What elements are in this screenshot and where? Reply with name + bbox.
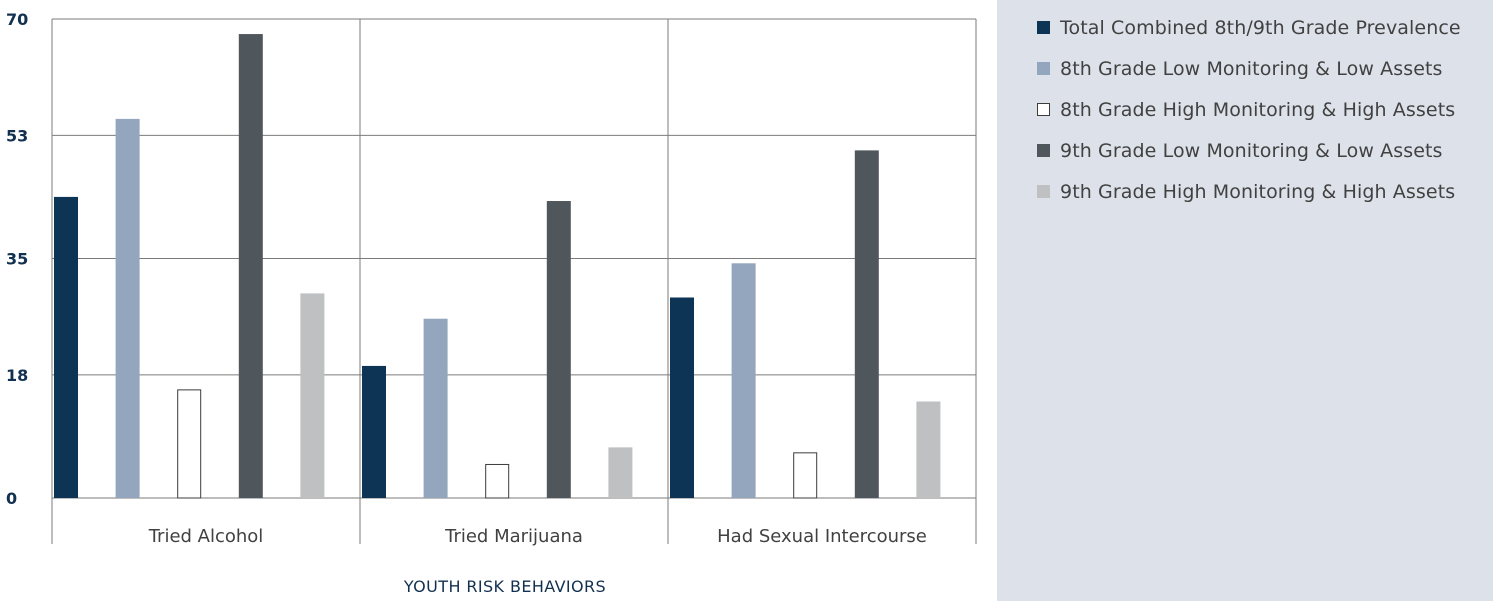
legend-label: 8th Grade Low Monitoring & Low Assets xyxy=(1060,57,1443,80)
bar xyxy=(177,389,202,499)
bar xyxy=(485,463,510,499)
y-tick-label: 35 xyxy=(6,250,28,269)
legend: Total Combined 8th/9th Grade Prevalence 8… xyxy=(1037,17,1461,222)
bar-chart: 0 18 35 53 70 Tried Alcohol Tried Marijuana Had… xyxy=(6,10,977,596)
bar xyxy=(670,297,694,498)
legend-swatch xyxy=(1037,103,1050,116)
bar xyxy=(238,34,263,498)
legend-label: 9th Grade Low Monitoring & Low Assets xyxy=(1060,139,1443,162)
bar xyxy=(793,452,818,499)
legend-item: 9th Grade Low Monitoring & Low Assets xyxy=(1037,139,1461,162)
bars xyxy=(54,34,941,499)
x-axis-title: YOUTH RISK BEHAVIORS xyxy=(403,577,606,596)
grid-lines xyxy=(51,18,977,544)
legend-label: 9th Grade High Monitoring & High Assets xyxy=(1060,180,1456,203)
y-tick-label: 0 xyxy=(6,489,17,508)
bar xyxy=(854,150,879,498)
legend-label: Total Combined 8th/9th Grade Prevalence xyxy=(1060,16,1461,39)
bar xyxy=(362,365,386,498)
y-tick-label: 18 xyxy=(6,366,28,385)
category-label: Tried Alcohol xyxy=(148,526,264,547)
y-tick-label: 53 xyxy=(6,126,28,145)
legend-item: Total Combined 8th/9th Grade Prevalence xyxy=(1037,16,1461,39)
legend-swatch xyxy=(1037,144,1050,157)
y-tick-label: 70 xyxy=(6,10,28,29)
legend-panel: Total Combined 8th/9th Grade Prevalence 8… xyxy=(997,0,1493,601)
category-label: Had Sexual Intercourse xyxy=(717,526,927,547)
bar xyxy=(54,196,78,498)
legend-swatch xyxy=(1037,185,1050,198)
bar xyxy=(731,263,756,498)
bar xyxy=(300,293,325,498)
legend-label: 8th Grade High Monitoring & High Assets xyxy=(1060,98,1456,121)
legend-item: 8th Grade Low Monitoring & Low Assets xyxy=(1037,57,1461,80)
bar xyxy=(546,201,571,498)
bar xyxy=(916,401,941,498)
bar xyxy=(115,118,140,499)
legend-item: 8th Grade High Monitoring & High Assets xyxy=(1037,98,1461,121)
legend-swatch xyxy=(1037,21,1050,34)
legend-item: 9th Grade High Monitoring & High Assets xyxy=(1037,180,1461,203)
legend-swatch xyxy=(1037,62,1050,75)
axes: 0 18 35 53 70 Tried Alcohol Tried Marijuana Had… xyxy=(6,10,927,547)
category-label: Tried Marijuana xyxy=(444,526,583,547)
bar xyxy=(423,318,448,498)
bar xyxy=(608,447,633,498)
